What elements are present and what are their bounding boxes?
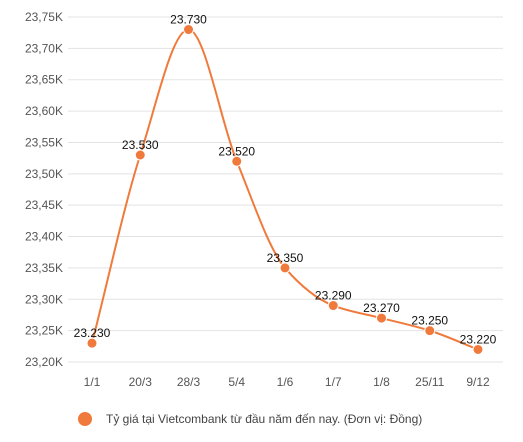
data-point[interactable] xyxy=(327,300,339,312)
data-point[interactable] xyxy=(134,149,146,161)
y-tick-label: 23,20K xyxy=(25,355,63,369)
data-label: 23.520 xyxy=(218,144,255,158)
x-tick-label: 25/11 xyxy=(415,375,444,389)
line-chart: 23,20K 23,25K 23,30K 23,35K 23,40K 23,45K 23,5… xyxy=(25,10,503,389)
x-tick-label: 1/6 xyxy=(277,375,294,389)
y-tick-label: 23,70K xyxy=(25,41,63,55)
data-point[interactable] xyxy=(183,24,194,36)
data-label: 23.270 xyxy=(363,301,400,315)
y-tick-label: 23,40K xyxy=(25,230,63,244)
y-tick-label: 23,25K xyxy=(25,324,63,338)
data-label: 23.730 xyxy=(170,13,207,27)
legend-marker xyxy=(78,412,92,426)
x-tick-label: 1/8 xyxy=(373,375,390,389)
data-point[interactable] xyxy=(231,155,243,167)
y-tick-label: 23,50K xyxy=(25,167,63,181)
x-tick-label: 5/4 xyxy=(228,375,245,389)
y-tick-label: 23,60K xyxy=(25,104,63,118)
y-tick-label: 23,30K xyxy=(25,292,63,306)
x-tick-label: 28/3 xyxy=(177,375,201,389)
data-label: 23.350 xyxy=(267,251,304,265)
x-tick-label: 9/12 xyxy=(466,375,490,389)
data-points xyxy=(86,24,484,355)
data-point[interactable] xyxy=(424,325,436,337)
data-label: 23.220 xyxy=(460,332,497,346)
legend-label: Tỷ giá tại Vietcombank từ đầu năm đến na… xyxy=(106,412,423,426)
y-tick-label: 23,65K xyxy=(25,73,63,87)
y-axis-ticks: 23,20K 23,25K 23,30K 23,35K 23,40K 23,45K 23,5… xyxy=(25,10,63,369)
data-point[interactable] xyxy=(376,312,387,324)
y-tick-label: 23,35K xyxy=(25,261,63,275)
data-label: 23.530 xyxy=(122,138,159,152)
y-tick-label: 23,45K xyxy=(25,198,63,212)
x-tick-label: 1/1 xyxy=(84,375,101,389)
data-label: 23.230 xyxy=(74,326,111,340)
data-point[interactable] xyxy=(472,343,484,355)
data-labels: 23.230 23.530 23.730 23.520 23.350 23.290 23.2… xyxy=(74,13,497,347)
data-point[interactable] xyxy=(86,337,98,349)
y-tick-label: 23,75K xyxy=(25,10,63,24)
gridlines xyxy=(68,16,503,363)
x-tick-label: 1/7 xyxy=(325,375,342,389)
data-point[interactable] xyxy=(279,262,291,274)
series-line xyxy=(91,28,479,351)
data-label: 23.290 xyxy=(315,289,352,303)
x-axis-ticks: 1/1 20/3 28/3 5/4 1/6 1/7 1/8 25/11 9/12 xyxy=(84,375,490,389)
data-label: 23.250 xyxy=(411,314,448,328)
legend[interactable]: Tỷ giá tại Vietcombank từ đầu năm đến na… xyxy=(78,412,422,426)
y-tick-label: 23,55K xyxy=(25,135,63,149)
x-tick-label: 20/3 xyxy=(129,375,153,389)
